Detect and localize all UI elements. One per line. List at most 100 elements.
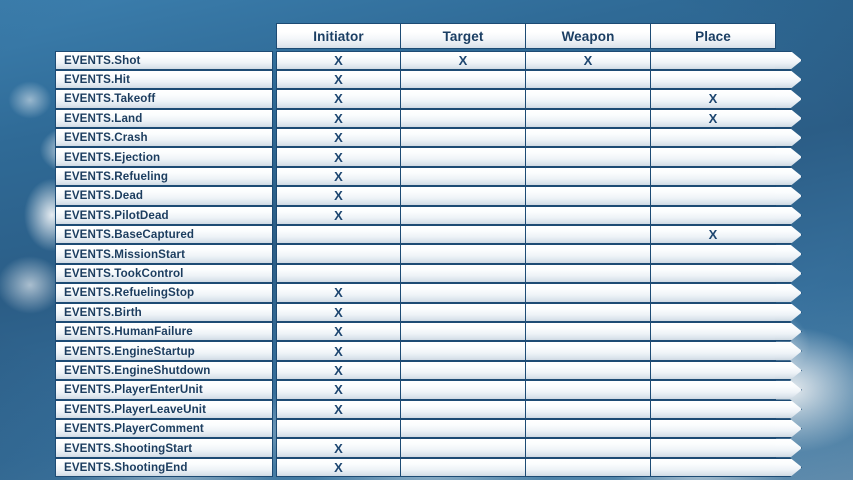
table-row[interactable]: EVENTS.Birth X bbox=[55, 302, 805, 322]
cell-target[interactable] bbox=[400, 380, 526, 400]
cell-place[interactable] bbox=[650, 263, 776, 284]
cell-place[interactable] bbox=[650, 69, 776, 90]
cell-initiator[interactable]: X bbox=[276, 321, 401, 342]
cell-weapon[interactable] bbox=[525, 263, 651, 284]
cell-target[interactable] bbox=[400, 341, 526, 361]
cell-initiator[interactable]: X bbox=[276, 438, 401, 458]
cell-initiator[interactable]: X bbox=[276, 341, 401, 361]
cell-weapon[interactable] bbox=[525, 438, 651, 458]
cell-target[interactable] bbox=[400, 108, 526, 129]
cell-place[interactable]: X bbox=[650, 108, 776, 129]
cell-initiator[interactable]: X bbox=[276, 457, 401, 478]
cell-target[interactable] bbox=[400, 399, 526, 419]
cell-weapon[interactable] bbox=[525, 283, 651, 303]
cell-place[interactable] bbox=[650, 380, 776, 400]
cell-weapon[interactable]: X bbox=[525, 50, 651, 70]
cell-initiator[interactable] bbox=[276, 263, 401, 284]
cell-place[interactable] bbox=[650, 457, 776, 478]
cell-target[interactable] bbox=[400, 360, 526, 381]
table-row[interactable]: EVENTS.Shot X X X bbox=[55, 50, 805, 70]
cell-target[interactable] bbox=[400, 263, 526, 284]
cell-initiator[interactable]: X bbox=[276, 360, 401, 381]
cell-weapon[interactable] bbox=[525, 128, 651, 148]
column-header-initiator[interactable]: Initiator bbox=[276, 23, 401, 49]
cell-weapon[interactable] bbox=[525, 89, 651, 109]
cell-weapon[interactable] bbox=[525, 321, 651, 342]
cell-initiator[interactable]: X bbox=[276, 50, 401, 70]
cell-place[interactable] bbox=[650, 50, 776, 70]
column-header-weapon[interactable]: Weapon bbox=[525, 23, 651, 49]
cell-place[interactable] bbox=[650, 147, 776, 167]
cell-initiator[interactable] bbox=[276, 244, 401, 264]
cell-place[interactable] bbox=[650, 205, 776, 226]
cell-target[interactable] bbox=[400, 457, 526, 478]
cell-weapon[interactable] bbox=[525, 380, 651, 400]
cell-weapon[interactable] bbox=[525, 205, 651, 226]
table-row[interactable]: EVENTS.PlayerEnterUnit X bbox=[55, 380, 805, 400]
table-row[interactable]: EVENTS.ShootingEnd X bbox=[55, 457, 805, 478]
cell-weapon[interactable] bbox=[525, 147, 651, 167]
cell-target[interactable]: X bbox=[400, 50, 526, 70]
cell-place[interactable] bbox=[650, 341, 776, 361]
column-header-place[interactable]: Place bbox=[650, 23, 776, 49]
table-row[interactable]: EVENTS.PlayerLeaveUnit X bbox=[55, 399, 805, 419]
cell-initiator[interactable] bbox=[276, 225, 401, 245]
cell-target[interactable] bbox=[400, 244, 526, 264]
cell-weapon[interactable] bbox=[525, 166, 651, 187]
cell-place[interactable]: X bbox=[650, 89, 776, 109]
cell-place[interactable] bbox=[650, 186, 776, 206]
table-row[interactable]: EVENTS.Dead X bbox=[55, 186, 805, 206]
cell-initiator[interactable] bbox=[276, 418, 401, 439]
cell-place[interactable] bbox=[650, 321, 776, 342]
cell-weapon[interactable] bbox=[525, 360, 651, 381]
table-row[interactable]: EVENTS.Hit X bbox=[55, 69, 805, 90]
cell-weapon[interactable] bbox=[525, 108, 651, 129]
cell-target[interactable] bbox=[400, 205, 526, 226]
cell-place[interactable] bbox=[650, 438, 776, 458]
cell-target[interactable] bbox=[400, 128, 526, 148]
cell-initiator[interactable]: X bbox=[276, 205, 401, 226]
table-row[interactable]: EVENTS.Refueling X bbox=[55, 166, 805, 187]
cell-place[interactable] bbox=[650, 418, 776, 439]
cell-initiator[interactable]: X bbox=[276, 186, 401, 206]
cell-initiator[interactable]: X bbox=[276, 283, 401, 303]
cell-place[interactable] bbox=[650, 283, 776, 303]
cell-place[interactable] bbox=[650, 166, 776, 187]
cell-target[interactable] bbox=[400, 438, 526, 458]
table-row[interactable]: EVENTS.MissionStart bbox=[55, 244, 805, 264]
table-row[interactable]: EVENTS.PlayerComment bbox=[55, 418, 805, 439]
cell-target[interactable] bbox=[400, 321, 526, 342]
table-row[interactable]: EVENTS.PilotDead X bbox=[55, 205, 805, 226]
cell-weapon[interactable] bbox=[525, 341, 651, 361]
cell-initiator[interactable]: X bbox=[276, 69, 401, 90]
cell-place[interactable] bbox=[650, 360, 776, 381]
cell-target[interactable] bbox=[400, 186, 526, 206]
table-row[interactable]: EVENTS.TookControl bbox=[55, 263, 805, 284]
cell-initiator[interactable]: X bbox=[276, 128, 401, 148]
table-row[interactable]: EVENTS.Crash X bbox=[55, 128, 805, 148]
cell-weapon[interactable] bbox=[525, 186, 651, 206]
cell-place[interactable] bbox=[650, 302, 776, 322]
cell-weapon[interactable] bbox=[525, 399, 651, 419]
cell-weapon[interactable] bbox=[525, 457, 651, 478]
cell-weapon[interactable] bbox=[525, 302, 651, 322]
cell-place[interactable] bbox=[650, 399, 776, 419]
cell-initiator[interactable]: X bbox=[276, 108, 401, 129]
table-row[interactable]: EVENTS.EngineStartup X bbox=[55, 341, 805, 361]
cell-place[interactable] bbox=[650, 128, 776, 148]
table-row[interactable]: EVENTS.RefuelingStop X bbox=[55, 283, 805, 303]
cell-weapon[interactable] bbox=[525, 418, 651, 439]
table-row[interactable]: EVENTS.ShootingStart X bbox=[55, 438, 805, 458]
cell-target[interactable] bbox=[400, 418, 526, 439]
cell-target[interactable] bbox=[400, 302, 526, 322]
table-row[interactable]: EVENTS.Ejection X bbox=[55, 147, 805, 167]
cell-place[interactable] bbox=[650, 244, 776, 264]
table-row[interactable]: EVENTS.Land X X bbox=[55, 108, 805, 129]
cell-weapon[interactable] bbox=[525, 244, 651, 264]
cell-place[interactable]: X bbox=[650, 225, 776, 245]
column-header-target[interactable]: Target bbox=[400, 23, 526, 49]
cell-initiator[interactable]: X bbox=[276, 147, 401, 167]
table-row[interactable]: EVENTS.HumanFailure X bbox=[55, 321, 805, 342]
table-row[interactable]: EVENTS.EngineShutdown X bbox=[55, 360, 805, 381]
cell-weapon[interactable] bbox=[525, 225, 651, 245]
